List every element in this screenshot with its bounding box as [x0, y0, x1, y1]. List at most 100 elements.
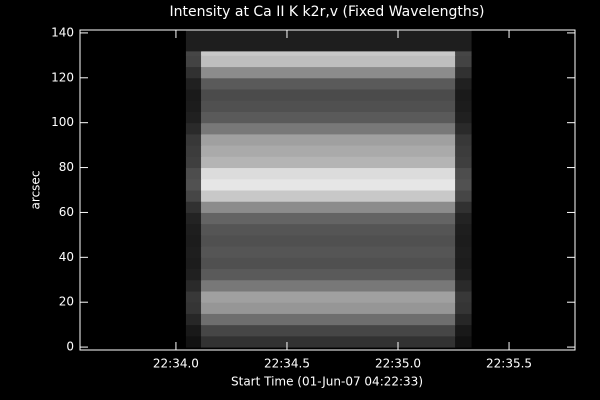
cell [455, 100, 472, 112]
cell [455, 212, 472, 225]
cell [201, 201, 456, 213]
cell [185, 178, 202, 191]
cell [185, 55, 202, 68]
cell [201, 77, 456, 90]
cell [201, 279, 456, 292]
y-tick-label: 0 [66, 340, 74, 354]
cell [201, 190, 456, 202]
cell [455, 257, 472, 270]
cell [455, 167, 472, 180]
cell [185, 66, 202, 79]
cell [185, 268, 202, 281]
cell [201, 246, 456, 258]
cell [185, 89, 202, 101]
cell [185, 335, 202, 348]
cell [201, 89, 456, 101]
cell [455, 223, 472, 236]
y-axis-label: arcsec [29, 171, 43, 210]
cell [455, 50, 472, 56]
cell [201, 100, 456, 112]
cell [185, 234, 202, 247]
cell [201, 156, 456, 169]
y-tick-label: 40 [59, 250, 74, 264]
cell [201, 178, 456, 191]
cell [201, 268, 456, 281]
cell [455, 190, 472, 202]
cell [201, 167, 456, 180]
cell [185, 50, 202, 56]
cell [185, 246, 202, 258]
cell [455, 145, 472, 157]
cell [185, 302, 202, 314]
cell [455, 335, 472, 348]
cell [455, 268, 472, 281]
cell [455, 30, 472, 52]
x-tick-label: 22:35.5 [486, 357, 532, 371]
cell [185, 156, 202, 169]
cell [201, 234, 456, 247]
cell [455, 290, 472, 303]
image [185, 30, 472, 348]
cell [201, 335, 456, 348]
cell [185, 100, 202, 112]
y-tick-label: 100 [51, 115, 74, 129]
cell [455, 279, 472, 292]
cell [185, 313, 202, 326]
cell [455, 324, 472, 337]
y-tick-label: 120 [51, 70, 74, 84]
cell [185, 77, 202, 90]
cell [455, 201, 472, 213]
cell [201, 223, 456, 236]
cell [455, 111, 472, 124]
cell [185, 167, 202, 180]
cell [455, 313, 472, 326]
cell [185, 223, 202, 236]
cell [455, 178, 472, 191]
cell [185, 290, 202, 303]
cell [455, 234, 472, 247]
y-tick-label: 20 [59, 295, 74, 309]
cell [185, 122, 202, 135]
cell [455, 156, 472, 169]
cell [201, 133, 456, 146]
cell [201, 313, 456, 326]
cell [201, 30, 456, 52]
cell [455, 55, 472, 68]
cell [185, 133, 202, 146]
cell [455, 133, 472, 146]
chart-title: Intensity at Ca II K k2r,v (Fixed Wavele… [170, 4, 485, 20]
x-axis-label: Start Time (01-Jun-07 04:22:33) [231, 375, 423, 389]
cell [185, 190, 202, 202]
cell [201, 212, 456, 225]
cell [455, 302, 472, 314]
cell [455, 89, 472, 101]
cell [185, 324, 202, 337]
cell [455, 66, 472, 79]
cell [185, 145, 202, 157]
cell [201, 55, 456, 68]
y-tick-label: 60 [59, 205, 74, 219]
cell [201, 122, 456, 135]
x-tick-label: 22:35.0 [375, 357, 421, 371]
cell [201, 290, 456, 303]
cell [201, 111, 456, 124]
y-tick-label: 80 [59, 160, 74, 174]
cell [185, 212, 202, 225]
y-tick-label: 140 [51, 25, 74, 39]
cell [185, 257, 202, 270]
cell [185, 279, 202, 292]
cell [201, 257, 456, 270]
x-tick-label: 22:34.0 [153, 357, 199, 371]
cell [455, 246, 472, 258]
cell [185, 111, 202, 124]
cell [455, 122, 472, 135]
plot-frame [79, 29, 576, 351]
cell [185, 30, 202, 52]
cell [201, 324, 456, 337]
cell [185, 201, 202, 213]
cell [201, 50, 456, 56]
cell [201, 66, 456, 79]
cell [201, 145, 456, 157]
cell [201, 302, 456, 314]
